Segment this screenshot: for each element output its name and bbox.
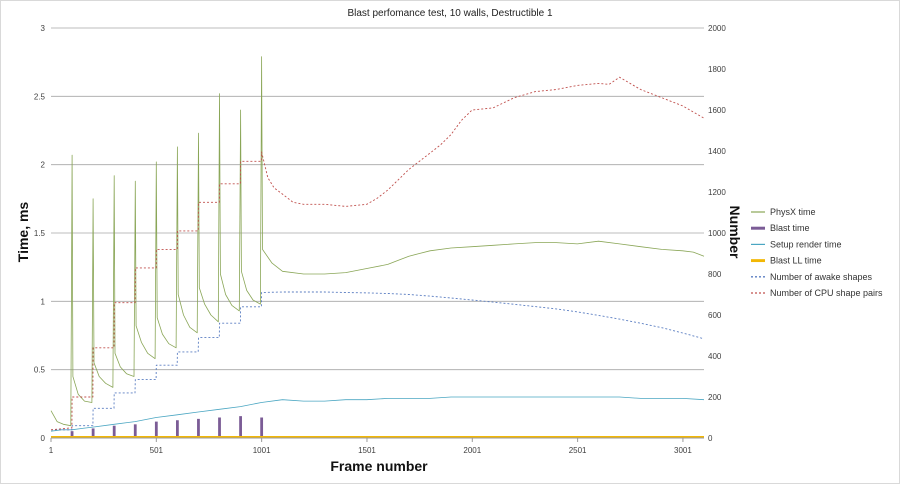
legend-label: Blast time [770, 223, 810, 233]
y-axis-label: Time, ms [15, 202, 31, 263]
legend-label: Number of CPU shape pairs [770, 288, 883, 298]
y2-tick-label: 400 [708, 352, 722, 361]
y2-tick-label: 2000 [708, 24, 726, 33]
y-tick-label: 2 [41, 161, 46, 170]
legend-label: Setup render time [770, 239, 842, 249]
y2-tick-label: 1400 [708, 147, 726, 156]
y2-tick-label: 600 [708, 311, 722, 320]
x-axis-label: Frame number [330, 458, 428, 474]
x-tick-label: 3001 [674, 446, 692, 455]
y2-axis-label: Number [727, 206, 743, 259]
x-tick-label: 2001 [463, 446, 481, 455]
chart-title: Blast perfomance test, 10 walls, Destruc… [347, 8, 553, 19]
gridlines [51, 27, 704, 371]
series-number-of-cpu-shape-pairs [50, 76, 705, 431]
y-tick-label: 1.5 [34, 229, 46, 238]
legend-label: PhysX time [770, 207, 816, 217]
y2-tick-label: 800 [708, 270, 722, 279]
legend-label: Number of awake shapes [770, 272, 873, 282]
y2-tick-label: 1600 [708, 106, 726, 115]
y-axis-ticks: 0 0.5 1 1.5 2 2.5 3 [34, 24, 46, 443]
series-setup-render-time [50, 396, 705, 432]
y-tick-label: 2.5 [34, 92, 46, 101]
legend: PhysX time Blast time Setup render time Bla… [751, 207, 883, 298]
y-tick-label: 0 [41, 434, 46, 443]
x-tick-label: 1001 [253, 446, 271, 455]
x-tick-label: 1501 [358, 446, 376, 455]
y2-tick-label: 1200 [708, 188, 726, 197]
y2-axis-ticks: 0 200 400 600 800 1000 1200 1400 1600 1800 2000 [708, 24, 726, 443]
legend-label: Blast LL time [770, 256, 822, 266]
series-physx-time [50, 56, 705, 427]
x-tick-label: 1 [49, 446, 54, 455]
y2-tick-label: 200 [708, 393, 722, 402]
x-tick-label: 501 [150, 446, 164, 455]
x-axis-ticks: 1 501 1001 1501 2001 2501 3001 [49, 438, 692, 455]
y-tick-label: 3 [41, 24, 46, 33]
series-lines [50, 56, 705, 439]
y2-tick-label: 1800 [708, 65, 726, 74]
x-tick-label: 2501 [569, 446, 587, 455]
y-tick-label: 0.5 [34, 366, 46, 375]
y2-tick-label: 0 [708, 434, 713, 443]
y2-tick-label: 1000 [708, 229, 726, 238]
series-number-of-awake-shapes [51, 291, 705, 431]
y-tick-label: 1 [41, 297, 46, 306]
